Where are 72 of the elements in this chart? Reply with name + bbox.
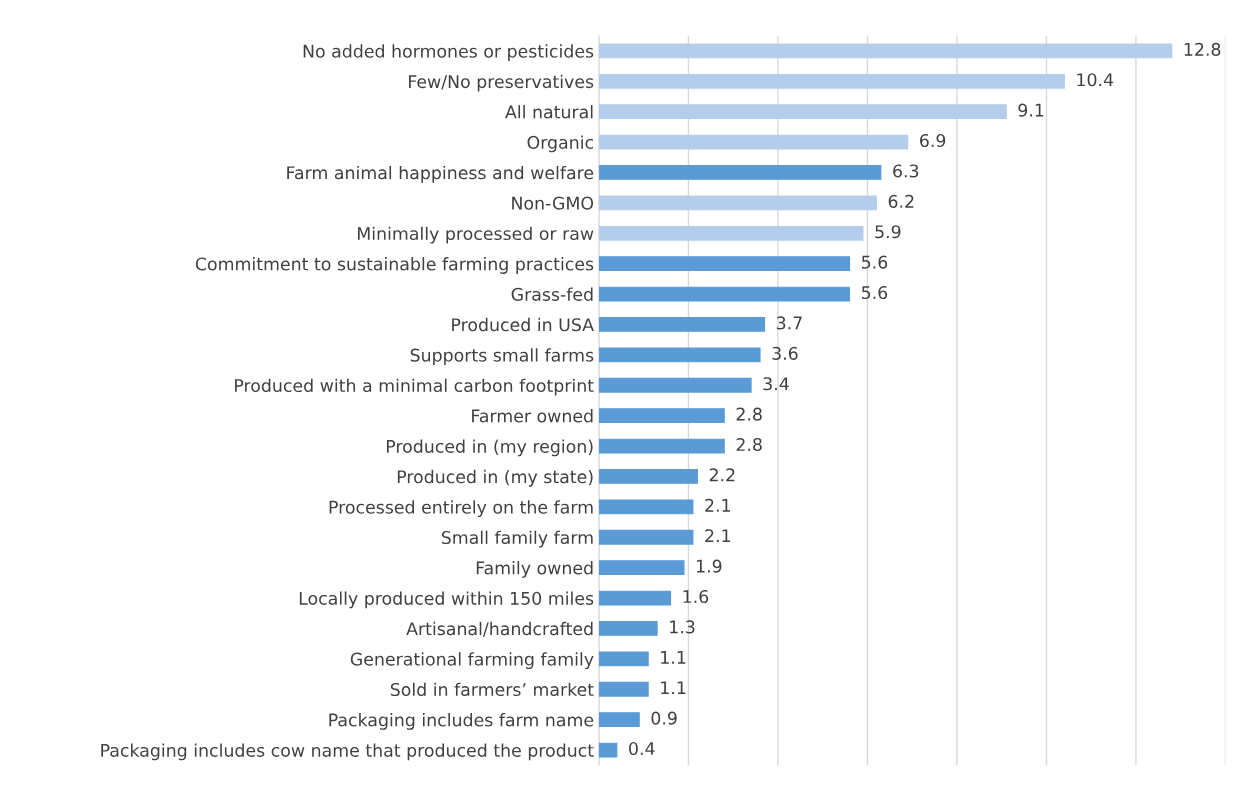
bar: [598, 499, 694, 515]
data-label: 1.1: [661, 681, 686, 695]
y-tick-label: Packaging includes farm name: [329, 713, 594, 730]
data-label: 1.6: [683, 589, 709, 604]
y-tick-label: Family owned: [476, 561, 593, 578]
y-tick-label: Small family farm: [441, 530, 593, 548]
data-label: 2.1: [705, 529, 731, 543]
data-label: 0.9: [651, 711, 677, 725]
y-tick-label: Organic: [527, 135, 593, 153]
bar: [598, 256, 851, 272]
bar: [598, 681, 649, 697]
bar: [598, 651, 649, 667]
data-label: 2.1: [705, 498, 731, 512]
bar: [598, 73, 1065, 89]
data-label: 5.6: [861, 255, 888, 269]
y-tick-label: Produced in USA: [452, 317, 594, 332]
bar: [598, 225, 864, 241]
y-tick-label: Minimally processed or raw: [357, 226, 594, 244]
data-label: 6.2: [888, 194, 914, 208]
data-label: 9.1: [1018, 103, 1044, 117]
y-tick-label: Produced in (my region): [386, 439, 593, 457]
data-label: 10.4: [1077, 73, 1114, 87]
data-label: 6.9: [920, 133, 946, 148]
y-tick-label: Grass-fed: [511, 287, 593, 301]
data-label: 2.8: [736, 437, 762, 452]
y-tick-label: Farmer owned: [472, 409, 593, 423]
bar: [598, 347, 761, 363]
bar: [598, 529, 694, 545]
y-tick-label: Sold in farmers’ market: [390, 682, 594, 697]
bar: [598, 408, 725, 424]
data-label: 2.8: [736, 407, 762, 421]
data-label: 1.9: [696, 559, 722, 573]
bar: [598, 590, 672, 606]
y-tick-label: Few/No preservatives: [409, 74, 594, 92]
bar: [598, 195, 877, 211]
y-tick-label: Artisanal/handcrafted: [406, 621, 593, 637]
data-label: 2.2: [709, 468, 735, 482]
y-tick-label: Locally produced within 150 miles: [299, 591, 594, 609]
bar: [598, 43, 1173, 59]
bar: [598, 165, 882, 180]
bar: [598, 317, 766, 332]
y-tick-label: Produced in (my state): [397, 469, 593, 487]
bar: [598, 286, 851, 302]
data-label: 1.1: [661, 650, 686, 664]
y-tick-label: Supports small farms: [410, 348, 594, 366]
bar: [598, 560, 685, 576]
y-tick-label: Commitment to sustainable farming practices: [195, 257, 594, 274]
data-label: 3.7: [776, 316, 802, 330]
y-tick-label: No added hormones or pesticides: [303, 44, 594, 62]
bar: [598, 742, 618, 758]
data-label: 6.3: [893, 164, 919, 178]
y-tick-label: Packaging includes cow name that produced the product: [101, 743, 594, 761]
bar: [598, 621, 658, 636]
y-tick-label: Produced with a minimal carbon footprint: [235, 378, 594, 396]
data-label: 0.4: [629, 741, 655, 756]
bar: [598, 712, 640, 728]
bar: [598, 134, 909, 150]
bar: [598, 104, 1007, 120]
data-label: 3.6: [772, 346, 798, 360]
bar: [598, 469, 698, 484]
data-label: 3.4: [763, 377, 789, 391]
y-tick-label: Generational farming family: [350, 652, 594, 670]
data-label: 1.3: [670, 620, 695, 634]
y-tick-label: Farm animal happiness and welfare: [287, 165, 594, 183]
data-label: 5.9: [875, 225, 901, 239]
data-label: 5.6: [861, 285, 888, 300]
y-tick-label: Processed entirely on the farm: [329, 500, 593, 518]
y-tick-label: Non-GMO: [512, 196, 594, 210]
bar: [598, 438, 725, 454]
bar: [598, 377, 752, 393]
y-tick-label: All natural: [505, 105, 593, 119]
data-label: 12.8: [1184, 42, 1221, 56]
